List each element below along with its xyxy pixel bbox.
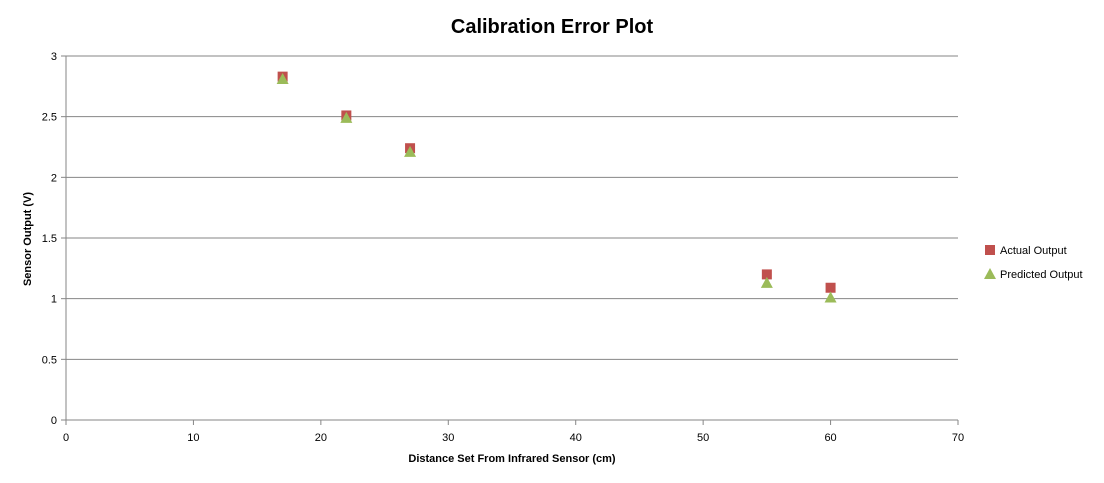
predicted-output-point	[824, 291, 837, 303]
predicted-output-point	[340, 111, 353, 123]
legend-triangle-marker	[984, 268, 996, 279]
series-actual-output	[277, 71, 836, 293]
predicted-output-point	[404, 145, 417, 157]
y-tick-label: 1	[51, 294, 57, 306]
predicted-output-point	[760, 276, 773, 288]
chart-title: Calibration Error Plot	[451, 16, 654, 38]
x-tick-label: 20	[315, 432, 327, 444]
x-tick-label: 30	[442, 432, 454, 444]
actual-output-point	[761, 269, 772, 280]
legend-square-marker	[985, 245, 995, 255]
y-tick-label: 0	[51, 415, 57, 427]
legend-label: Actual Output	[1000, 245, 1067, 257]
x-tick-label: 0	[63, 432, 69, 444]
x-axis-label: Distance Set From Infrared Sensor (cm)	[408, 453, 616, 465]
y-tick-label: 3	[51, 51, 57, 63]
series-predicted-output	[276, 73, 837, 303]
y-tick-label: 2.5	[42, 112, 57, 124]
predicted-output-point	[276, 73, 289, 85]
gridlines	[66, 55, 958, 360]
x-tick-label: 10	[187, 432, 199, 444]
y-tick-label: 2	[51, 172, 57, 184]
legend: Actual Output Predicted Output	[984, 245, 1083, 281]
y-tick-label: 0.5	[42, 354, 57, 366]
y-axis-label: Sensor Output (V)	[22, 192, 34, 286]
legend-label: Predicted Output	[1000, 269, 1083, 281]
x-tick-label: 60	[824, 432, 836, 444]
actual-output-point	[825, 282, 836, 293]
x-axis-ticks: 0 10 20 30 40 50 60 70	[63, 420, 964, 444]
x-tick-label: 50	[697, 432, 709, 444]
data-points	[276, 71, 837, 303]
x-tick-label: 70	[952, 432, 964, 444]
y-axis-ticks: 0 0.5 1 1.5 2 2.5 3	[42, 51, 66, 427]
y-tick-label: 1.5	[42, 233, 57, 245]
x-tick-label: 40	[570, 432, 582, 444]
